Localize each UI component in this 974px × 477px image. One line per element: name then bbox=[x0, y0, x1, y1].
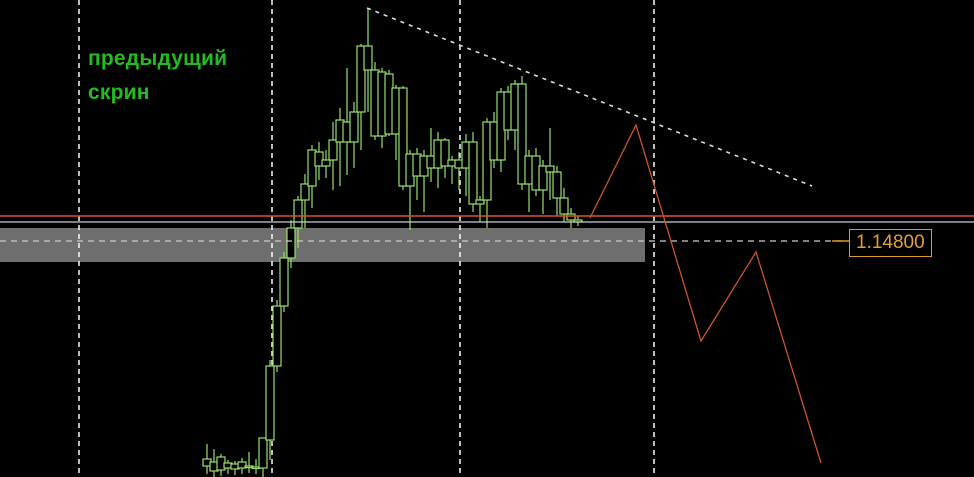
candlestick-series bbox=[202, 8, 583, 477]
candle-body-8 bbox=[258, 437, 268, 469]
candle-body-17 bbox=[321, 159, 331, 167]
price-level-value: 1.14800 bbox=[856, 232, 925, 253]
candlestick-49 bbox=[545, 128, 555, 200]
candlestick-21 bbox=[349, 102, 359, 168]
candle-body-11 bbox=[279, 257, 289, 307]
descending-resistance-trendline bbox=[366, 7, 813, 187]
candle-body-15 bbox=[307, 149, 317, 187]
price-projection-zigzag bbox=[589, 123, 822, 464]
candlestick-18 bbox=[328, 122, 338, 190]
candle-body-34 bbox=[440, 139, 450, 167]
candlestick-11 bbox=[279, 252, 289, 312]
candle-body-22 bbox=[356, 45, 366, 113]
candlestick-40 bbox=[482, 118, 492, 228]
candlestick-39 bbox=[475, 196, 485, 222]
horizontal-level-lines-group bbox=[0, 215, 974, 242]
supply-demand-zone bbox=[0, 228, 645, 262]
candle-body-49 bbox=[545, 165, 555, 173]
candle-body-45 bbox=[517, 83, 527, 185]
candlestick-8 bbox=[258, 437, 268, 477]
candlestick-34 bbox=[440, 138, 450, 178]
candle-body-12 bbox=[286, 227, 296, 259]
candlestick-50 bbox=[552, 166, 562, 216]
descending-resistance-trendline bbox=[366, 7, 813, 187]
candle-body-39 bbox=[475, 199, 485, 205]
candlestick-5 bbox=[237, 458, 247, 474]
candlestick-28 bbox=[398, 86, 408, 190]
candlestick-48 bbox=[538, 160, 548, 214]
candlestick-14 bbox=[300, 174, 310, 228]
candlestick-9 bbox=[265, 360, 275, 460]
candle-body-18 bbox=[328, 139, 338, 161]
candlestick-23 bbox=[363, 8, 373, 112]
candlestick-22 bbox=[356, 44, 366, 150]
candle-body-50 bbox=[552, 171, 562, 199]
candlestick-12 bbox=[286, 220, 296, 268]
candlestick-17 bbox=[321, 150, 331, 178]
candle-body-21 bbox=[349, 111, 359, 143]
candlestick-16 bbox=[314, 142, 324, 180]
candle-body-13 bbox=[293, 199, 303, 229]
candle-body-38 bbox=[468, 141, 478, 205]
supply-demand-zone bbox=[0, 228, 645, 262]
candle-body-10 bbox=[272, 305, 282, 367]
candle-body-14 bbox=[300, 183, 310, 201]
candlestick-38 bbox=[468, 132, 478, 212]
candle-body-52 bbox=[566, 213, 576, 221]
candlestick-10 bbox=[272, 300, 282, 372]
candlestick-15 bbox=[307, 145, 317, 208]
candle-body-9 bbox=[265, 365, 275, 441]
candle-body-16 bbox=[314, 151, 324, 167]
candle-body-51 bbox=[559, 197, 569, 215]
candle-body-40 bbox=[482, 121, 492, 201]
price-level-label[interactable]: 1.14800 bbox=[849, 229, 932, 257]
candlestick-45 bbox=[517, 76, 527, 190]
candle-body-23 bbox=[363, 45, 373, 71]
candlestick-52 bbox=[566, 208, 576, 228]
candle-body-28 bbox=[398, 87, 408, 187]
candle-body-5 bbox=[237, 461, 247, 469]
candle-body-48 bbox=[538, 165, 548, 191]
price-projection-zigzag bbox=[589, 123, 822, 464]
